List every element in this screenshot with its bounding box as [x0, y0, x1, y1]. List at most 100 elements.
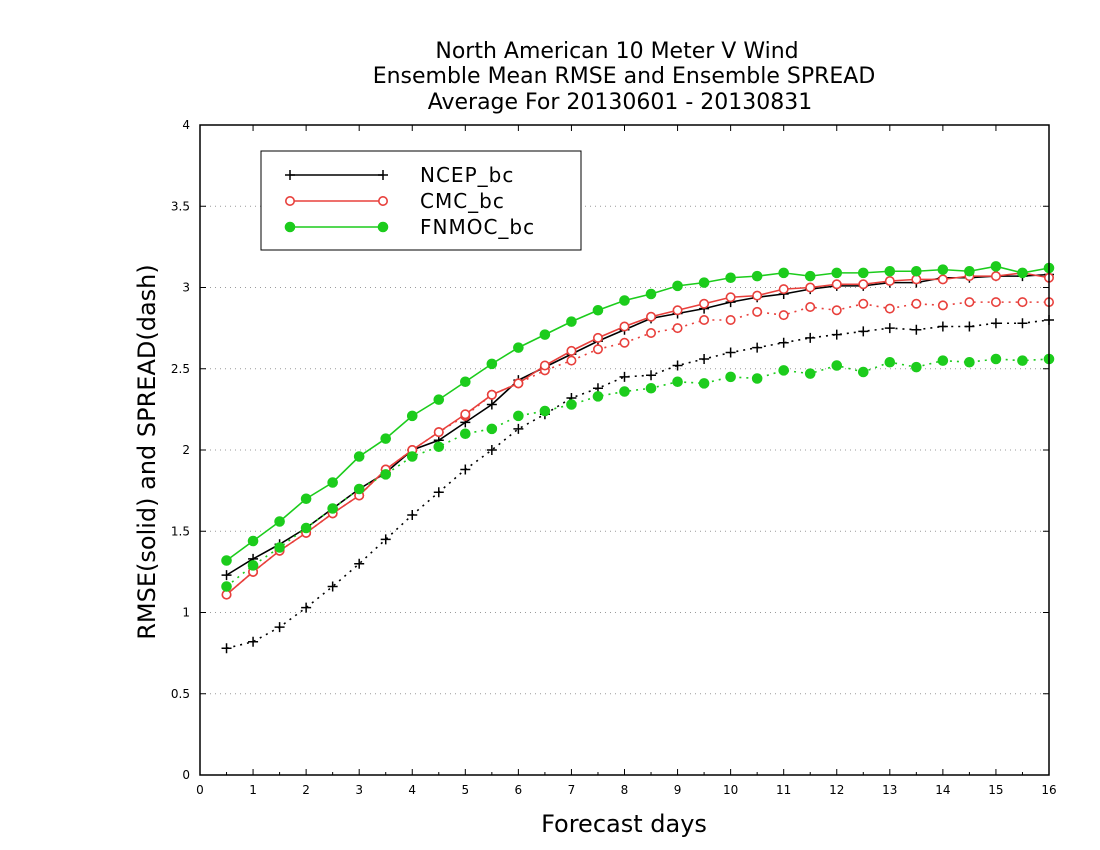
series-FNMOC_bc-rmse-point-5 [353, 451, 365, 462]
series-FNMOC_bc-spread-line [226, 358, 1050, 588]
series-NCEP_bc-spread-point-7 [407, 510, 418, 520]
series-CMC_bc-spread-point-15 [619, 337, 630, 348]
legend-marker-left [284, 221, 296, 233]
series-FNMOC_bc-rmse-point-17 [672, 280, 683, 292]
series-CMC_bc-spread-point-25 [884, 303, 895, 314]
chart-title-line-1: North American 10 Meter V Wind [435, 39, 798, 64]
legend-label: NCEP_bc [420, 163, 514, 187]
x-tick-label-1: 1 [249, 783, 257, 797]
series-CMC_bc-rmse-point-15 [619, 321, 630, 332]
series-CMC_bc-spread-point-29 [990, 297, 1001, 308]
series-CMC_bc-spread-point-18 [699, 314, 710, 325]
series-NCEP_bc-spread-point-9 [460, 464, 471, 475]
series-FNMOC_bc-spread-point-17 [672, 376, 683, 388]
series-NCEP_bc-spread-point-18 [699, 354, 710, 364]
series-CMC_bc-spread-point-14 [592, 344, 603, 355]
series-FNMOC_bc-rmse-point-16 [645, 288, 657, 300]
series-FNMOC_bc-spread-point-23 [831, 360, 843, 371]
series-CMC_bc-rmse-point-9 [460, 409, 471, 420]
series-FNMOC_bc-spread-point-12 [539, 405, 551, 417]
series-FNMOC_bc-rmse-point-28 [964, 265, 975, 277]
series-CMC_bc-spread-point-16 [646, 327, 657, 338]
series-FNMOC_bc-spread-point-13 [566, 399, 577, 410]
x-tick-label-11: 11 [776, 783, 791, 797]
x-tick-label-10: 10 [723, 783, 738, 797]
series-FNMOC_bc-spread-point-27 [937, 355, 949, 366]
chart-title: North American 10 Meter V Wind Ensemble … [373, 39, 876, 115]
legend-marker-right [378, 170, 388, 180]
series-FNMOC_bc-spread-point-20 [751, 373, 763, 384]
series-FNMOC_bc-rmse-point-7 [406, 410, 418, 422]
series-NCEP_bc-rmse-line [226, 273, 1050, 576]
series-CMC_bc-rmse-point-8 [433, 427, 444, 438]
series-FNMOC_bc-rmse-point-4 [327, 477, 338, 488]
series-FNMOC_bc-rmse-point-29 [990, 261, 1002, 272]
series-FNMOC_bc-rmse-point-24 [857, 267, 869, 279]
series-CMC_bc-rmse-point-21 [778, 284, 789, 295]
series-CMC_bc-rmse-point-29 [990, 271, 1001, 282]
series-FNMOC_bc-rmse-line [226, 265, 1050, 562]
x-tick-label-14: 14 [935, 783, 950, 797]
series-FNMOC_bc-rmse-point-20 [751, 270, 763, 282]
series-NCEP_bc-spread-point-8 [433, 487, 444, 498]
series-NCEP_bc-spread-point-23 [831, 329, 842, 340]
series-CMC_bc-spread-point-27 [937, 300, 948, 311]
series-FNMOC_bc-rmse-point-2 [274, 516, 285, 527]
series-FNMOC_bc-rmse-point-18 [698, 277, 710, 288]
series-FNMOC_bc-rmse-point-30 [1017, 267, 1028, 279]
series-NCEP_bc-spread-point-0 [221, 643, 232, 654]
x-tick-label-3: 3 [355, 783, 363, 797]
series-NCEP_bc-spread-point-17 [672, 360, 683, 371]
series-FNMOC_bc-spread-point-26 [911, 361, 922, 373]
x-tick-label-8: 8 [621, 783, 629, 797]
series-NCEP_bc-rmse-point-10 [486, 399, 497, 410]
series-CMC_bc-spread-line [226, 301, 1049, 596]
series-CMC_bc-spread-point-22 [805, 301, 816, 312]
series-FNMOC_bc-rmse-point-11 [513, 342, 524, 353]
x-tick-label-15: 15 [988, 783, 1003, 797]
series-FNMOC_bc-rmse-point-26 [911, 265, 922, 277]
series-NCEP_bc-spread-point-16 [646, 370, 657, 381]
series-FNMOC_bc-rmse-point-12 [539, 329, 551, 340]
series-FNMOC_bc-rmse-point-9 [460, 376, 471, 388]
x-tick-label-0: 0 [196, 783, 204, 797]
series-CMC_bc-spread-point-24 [858, 298, 869, 309]
series-NCEP_bc-spread-point-29 [990, 318, 1001, 329]
y-axis-label: RMSE(solid) and SPREAD(dash) [133, 264, 161, 640]
series-CMC_bc-rmse-point-19 [725, 292, 736, 303]
series-FNMOC_bc-rmse-point-10 [486, 358, 498, 370]
series-FNMOC_bc-rmse-point-19 [725, 272, 736, 284]
series-FNMOC_bc-spread-point-19 [725, 371, 736, 383]
series-FNMOC_bc-spread-point-1 [247, 560, 259, 571]
series-FNMOC_bc-spread-point-11 [513, 410, 524, 422]
series-NCEP_bc-spread-point-28 [964, 321, 975, 332]
x-tick-label-9: 9 [674, 783, 682, 797]
series-NCEP_bc-spread-point-3 [301, 602, 312, 613]
series-FNMOC_bc-rmse-point-14 [592, 304, 604, 316]
series-CMC_bc-rmse-point-11 [513, 378, 524, 389]
series-FNMOC_bc-spread-point-24 [857, 366, 869, 378]
series-FNMOC_bc-spread-point-9 [460, 428, 471, 440]
x-tick-label-12: 12 [829, 783, 844, 797]
series-FNMOC_bc-spread-point-7 [406, 451, 418, 462]
y-tick-label-3: 1.5 [171, 524, 190, 538]
series-FNMOC_bc-rmse-point-27 [937, 264, 949, 275]
series-NCEP_bc-spread-point-20 [752, 342, 763, 353]
series-NCEP_bc-spread-point-6 [380, 534, 391, 545]
y-tick-label-2: 1 [182, 606, 190, 620]
series-CMC_bc-spread-point-23 [831, 305, 842, 316]
series-FNMOC_bc-spread-point-14 [592, 391, 604, 402]
series-FNMOC_bc-spread-point-22 [804, 368, 816, 379]
series-NCEP_bc-spread-point-25 [884, 323, 895, 334]
series-NCEP_bc-spread-point-30 [1017, 318, 1028, 329]
series-FNMOC_bc-spread-point-0 [221, 581, 232, 592]
series-FNMOC_bc-rmse-point-15 [619, 295, 630, 306]
series-CMC_bc-rmse-point-17 [672, 305, 683, 316]
series-CMC_bc-rmse-point-25 [884, 275, 895, 286]
series-CMC_bc-rmse-point-13 [566, 345, 577, 356]
x-tick-label-2: 2 [302, 783, 310, 797]
series-FNMOC_bc-rmse-point-1 [247, 535, 259, 547]
series-NCEP_bc-spread-point-5 [354, 558, 365, 569]
chart-title-line-2: Ensemble Mean RMSE and Ensemble SPREAD [373, 64, 876, 89]
legend-marker-right [377, 196, 388, 207]
